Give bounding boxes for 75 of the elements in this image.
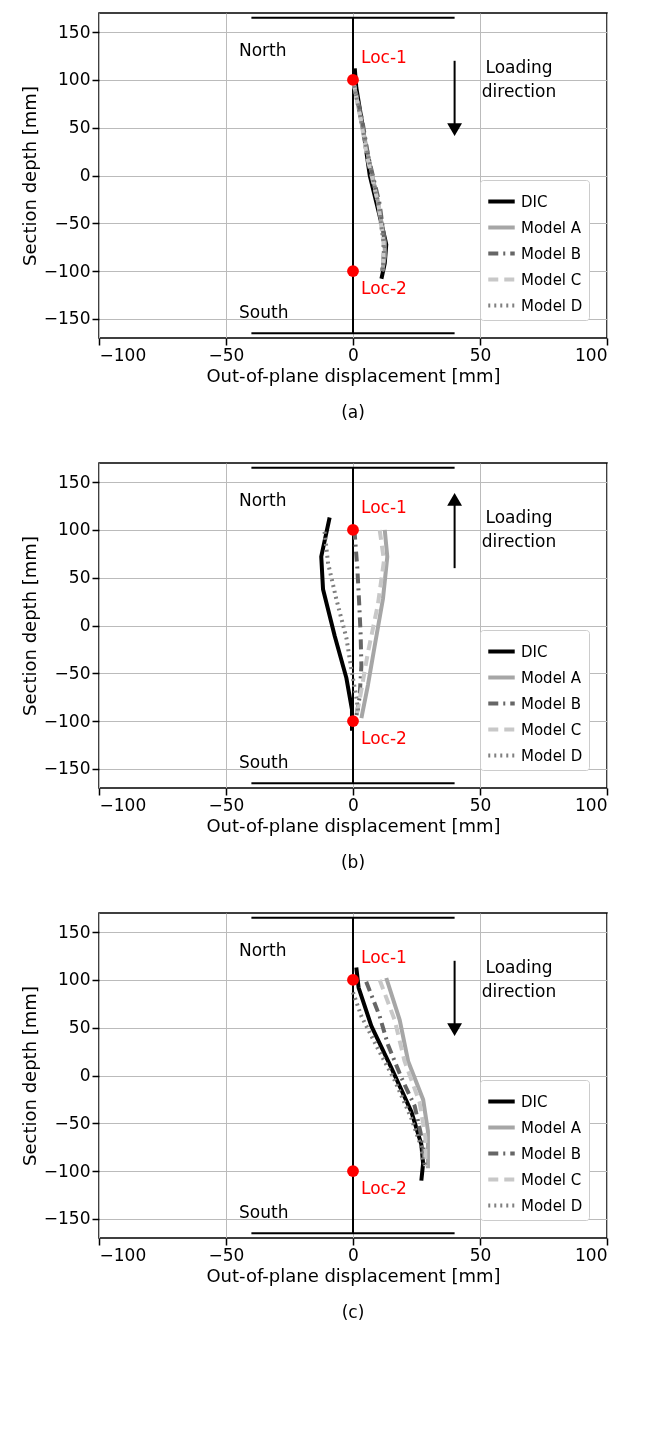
y-tick-label: 50 <box>68 117 91 138</box>
annotation: South <box>239 302 289 322</box>
y-tick-label: −50 <box>54 662 91 683</box>
y-tick-label: 100 <box>58 969 91 990</box>
annotation: Loc-1 <box>361 946 407 967</box>
x-axis-title: Out-of-plane displacement [mm] <box>206 1264 501 1286</box>
y-tick-label: 50 <box>68 1017 91 1038</box>
legend-label: Model B <box>521 694 582 713</box>
legend-label: DIC <box>521 1092 548 1111</box>
x-tick-label: −50 <box>208 1244 245 1265</box>
annotation: North <box>239 940 287 960</box>
y-axis-title: Section depth [mm] <box>18 986 40 1166</box>
annotation: South <box>239 752 289 772</box>
legend-label: Model A <box>521 1118 582 1137</box>
y-tick-label: 150 <box>58 921 91 942</box>
legend-label: Model D <box>521 1196 583 1215</box>
y-tick-label: 100 <box>58 69 91 90</box>
y-tick-label: −100 <box>43 1160 91 1181</box>
x-tick-label: 100 <box>575 344 608 365</box>
legend-label: Model A <box>521 218 582 237</box>
x-tick-label: 100 <box>575 1244 608 1265</box>
legend-label: Model D <box>521 296 583 315</box>
annotation: Loading direction <box>481 957 557 1001</box>
annotation: North <box>239 490 287 510</box>
x-tick-label: 0 <box>348 1244 359 1265</box>
x-tick-label: −100 <box>99 344 147 365</box>
legend-label: Model C <box>521 720 582 739</box>
y-tick-label: 50 <box>68 567 91 588</box>
y-tick-label: 150 <box>58 21 91 42</box>
x-tick-label: −50 <box>208 794 245 815</box>
y-axis-title: Section depth [mm] <box>18 86 40 266</box>
legend-label: Model B <box>521 244 582 263</box>
legend-label: DIC <box>521 642 548 661</box>
y-tick-label: 100 <box>58 519 91 540</box>
x-axis-title: Out-of-plane displacement [mm] <box>206 364 501 386</box>
x-tick-label: 100 <box>575 794 608 815</box>
annotation: North <box>239 40 287 60</box>
y-tick-label: −100 <box>43 710 91 731</box>
legend-label: Model C <box>521 270 582 289</box>
y-tick-label: −150 <box>43 308 91 329</box>
annotation: Loc-1 <box>361 496 407 517</box>
text: (c) <box>341 1302 365 1322</box>
legend-label: Model C <box>521 1170 582 1189</box>
x-tick-label: −50 <box>208 344 245 365</box>
y-tick-label: −100 <box>43 260 91 281</box>
legend-label: Model B <box>521 1144 582 1163</box>
legend-label: Model D <box>521 746 583 765</box>
y-tick-label: 0 <box>79 1065 91 1085</box>
annotation: South <box>239 1202 289 1222</box>
annotation: Loading direction <box>481 57 557 101</box>
x-tick-label: 50 <box>469 794 492 815</box>
x-axis-title: Out-of-plane displacement [mm] <box>206 814 501 836</box>
legend-label: Model A <box>521 668 582 687</box>
x-tick-label: 0 <box>348 794 359 815</box>
x-tick-label: −100 <box>99 1244 147 1265</box>
annotation: Loading direction <box>481 507 557 551</box>
x-tick-label: −100 <box>99 794 147 815</box>
text: (a) <box>341 402 365 422</box>
y-tick-label: 0 <box>79 165 91 185</box>
annotation: Loc-2 <box>361 728 407 749</box>
annotation: Loc-2 <box>361 278 407 299</box>
legend-label: DIC <box>521 192 548 211</box>
y-axis-title: Section depth [mm] <box>18 536 40 716</box>
y-tick-label: −50 <box>54 212 91 233</box>
y-tick-label: 150 <box>58 471 91 492</box>
y-tick-label: −150 <box>43 758 91 779</box>
text: (b) <box>340 852 366 872</box>
y-tick-label: −150 <box>43 1208 91 1229</box>
y-tick-label: 0 <box>79 615 91 635</box>
x-tick-label: 50 <box>469 1244 492 1265</box>
x-tick-label: 0 <box>348 344 359 365</box>
x-tick-label: 50 <box>469 344 492 365</box>
y-tick-label: −50 <box>54 1112 91 1133</box>
annotation: Loc-2 <box>361 1178 407 1199</box>
annotation: Loc-1 <box>361 46 407 67</box>
